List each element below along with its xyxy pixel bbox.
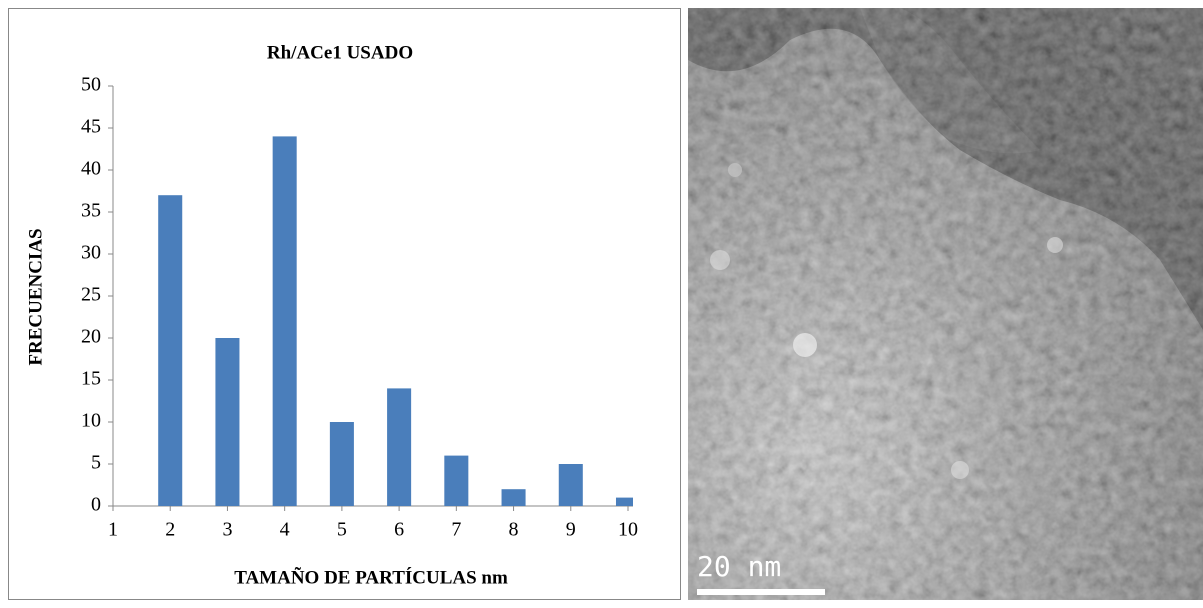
y-tick-label: 25 bbox=[81, 284, 101, 306]
x-tick-label: 6 bbox=[394, 519, 404, 541]
x-tick-label: 4 bbox=[280, 519, 290, 541]
bar bbox=[615, 497, 633, 506]
y-tick-label: 30 bbox=[81, 242, 101, 264]
x-tick-label: 10 bbox=[618, 519, 638, 541]
y-tick-label: 40 bbox=[81, 158, 101, 180]
x-tick-label: 8 bbox=[509, 519, 519, 541]
bar bbox=[501, 489, 526, 506]
bar bbox=[329, 422, 354, 506]
bar bbox=[558, 464, 583, 506]
bar bbox=[272, 136, 297, 506]
x-tick-label: 3 bbox=[222, 519, 232, 541]
bar bbox=[444, 455, 469, 506]
x-tick-label: 5 bbox=[337, 519, 347, 541]
y-tick-label: 5 bbox=[91, 452, 101, 474]
chart-frame bbox=[8, 8, 681, 600]
bars bbox=[158, 136, 633, 506]
bar bbox=[215, 338, 240, 506]
bar bbox=[387, 388, 412, 506]
y-tick-label: 45 bbox=[81, 116, 101, 138]
micrograph: 20 nm bbox=[688, 8, 1203, 600]
x-tick-label: 9 bbox=[566, 519, 576, 541]
x-axis-label: TAMAÑO DE PARTÍCULAS nm bbox=[234, 566, 508, 588]
x-tick-label: 2 bbox=[165, 519, 175, 541]
scale-bar-label: 20 nm bbox=[697, 550, 781, 583]
x-tick-label: 1 bbox=[108, 519, 118, 541]
y-axis-label: FRECUENCIAS bbox=[25, 228, 46, 365]
bar bbox=[158, 195, 183, 506]
y-tick-label: 10 bbox=[81, 410, 101, 432]
y-tick-label: 0 bbox=[91, 494, 101, 516]
y-tick-label: 15 bbox=[81, 368, 101, 390]
y-tick-label: 50 bbox=[81, 74, 101, 96]
x-tick-label: 7 bbox=[451, 519, 461, 541]
chart-title: Rh/ACe1 USADO bbox=[267, 42, 413, 63]
y-tick-label: 35 bbox=[81, 200, 101, 222]
y-tick-label: 20 bbox=[81, 326, 101, 348]
